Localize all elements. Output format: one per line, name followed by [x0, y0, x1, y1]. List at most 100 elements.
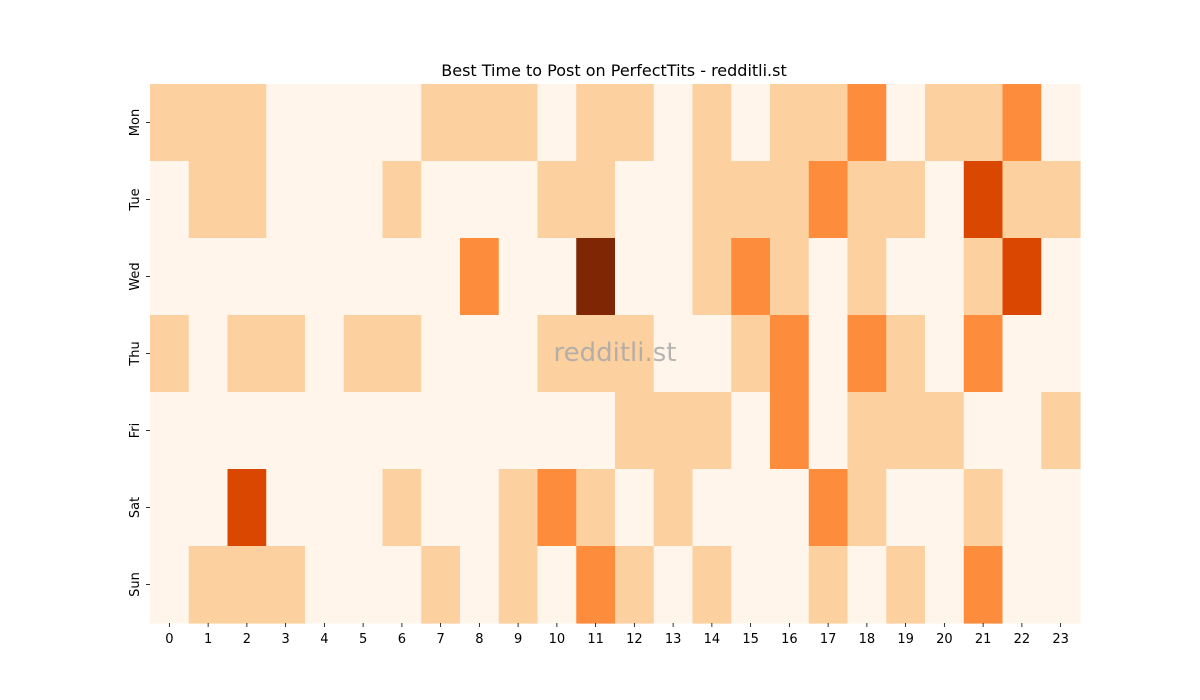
- x-tick-label: 1: [204, 632, 212, 647]
- heatmap-cell-fri-3: [266, 392, 306, 470]
- heatmap-cell-mon-20: [925, 84, 965, 162]
- heatmap-cell-sat-16: [770, 469, 810, 547]
- heatmap-cell-sun-5: [343, 546, 384, 624]
- y-tick-label: Tue: [128, 188, 143, 211]
- y-tick-label: Thu: [128, 341, 143, 366]
- heatmap-cell-mon-17: [808, 84, 849, 162]
- heatmap-cell-thu-9: [498, 315, 539, 393]
- heatmap-cell-tue-9: [498, 161, 539, 239]
- heatmap-cell-thu-15: [731, 315, 771, 393]
- heatmap-cell-thu-13: [653, 315, 694, 393]
- y-tick-label: Fri: [128, 423, 143, 439]
- heatmap-cell-sat-23: [1041, 469, 1081, 547]
- heatmap-cell-mon-18: [847, 84, 887, 162]
- heatmap-cell-sun-11: [576, 546, 616, 624]
- heatmap-cell-sun-17: [808, 546, 849, 624]
- heatmap-cell-wed-8: [460, 238, 500, 316]
- heatmap-cell-mon-4: [305, 84, 345, 162]
- x-tick-label: 0: [165, 632, 173, 647]
- heatmap-cell-mon-7: [421, 84, 461, 162]
- x-tick-label: 18: [859, 632, 876, 647]
- heatmap-cell-thu-19: [886, 315, 926, 393]
- heatmap-cell-thu-22: [1002, 315, 1042, 393]
- heatmap-cell-mon-16: [770, 84, 810, 162]
- heatmap-cell-sat-15: [731, 469, 771, 547]
- x-tick-label: 19: [897, 632, 914, 647]
- heatmap-cell-sun-9: [498, 546, 539, 624]
- heatmap-cell-sat-3: [266, 469, 306, 547]
- x-tick-label: 17: [820, 632, 837, 647]
- heatmap-cell-tue-0: [150, 161, 190, 239]
- heatmap-cell-fri-16: [770, 392, 810, 470]
- heatmap-cell-sat-10: [537, 469, 577, 547]
- heatmap-cell-sun-15: [731, 546, 771, 624]
- heatmap-cell-wed-18: [847, 238, 887, 316]
- heatmap-cell-fri-6: [382, 392, 422, 470]
- heatmap-cell-mon-3: [266, 84, 306, 162]
- heatmap-cell-thu-17: [808, 315, 849, 393]
- x-tick-label: 23: [1052, 632, 1069, 647]
- x-tick-label: 21: [975, 632, 992, 647]
- heatmap-cell-fri-23: [1041, 392, 1081, 470]
- heatmap-cell-sat-2: [227, 469, 267, 547]
- heatmap-cell-fri-7: [421, 392, 461, 470]
- heatmap-cell-thu-7: [421, 315, 461, 393]
- heatmap-cell-sun-22: [1002, 546, 1042, 624]
- heatmap-cell-fri-8: [460, 392, 500, 470]
- heatmap-cell-tue-4: [305, 161, 345, 239]
- heatmap-cell-tue-16: [770, 161, 810, 239]
- heatmap-cells: [150, 84, 1081, 624]
- heatmap-cell-mon-15: [731, 84, 771, 162]
- heatmap-cell-sat-19: [886, 469, 926, 547]
- heatmap-cell-tue-19: [886, 161, 926, 239]
- heatmap-cell-thu-0: [150, 315, 190, 393]
- x-tick-label: 6: [398, 632, 406, 647]
- heatmap-cell-mon-11: [576, 84, 616, 162]
- heatmap-cell-wed-12: [615, 238, 655, 316]
- heatmap-cell-sat-9: [498, 469, 539, 547]
- heatmap-cell-sat-13: [653, 469, 694, 547]
- heatmap-cell-wed-7: [421, 238, 461, 316]
- x-tick-label: 9: [514, 632, 522, 647]
- heatmap-cell-wed-3: [266, 238, 306, 316]
- heatmap-cell-tue-8: [460, 161, 500, 239]
- x-tick-label: 3: [281, 632, 289, 647]
- x-tick-label: 8: [475, 632, 483, 647]
- heatmap-cell-fri-18: [847, 392, 887, 470]
- heatmap-cell-wed-20: [925, 238, 965, 316]
- y-axis: Mon Tue Wed Thu Fri Sat Sun: [128, 109, 150, 597]
- heatmap-cell-wed-23: [1041, 238, 1081, 316]
- heatmap-cell-thu-2: [227, 315, 267, 393]
- heatmap-cell-mon-10: [537, 84, 577, 162]
- chart-title: Best Time to Post on PerfectTits - reddi…: [441, 61, 787, 80]
- heatmap-cell-mon-5: [343, 84, 384, 162]
- heatmap-cell-mon-6: [382, 84, 422, 162]
- heatmap-cell-sun-23: [1041, 546, 1081, 624]
- heatmap-cell-sun-19: [886, 546, 926, 624]
- heatmap-cell-tue-13: [653, 161, 694, 239]
- heatmap-cell-sat-12: [615, 469, 655, 547]
- heatmap-cell-tue-20: [925, 161, 965, 239]
- x-tick-label: 20: [936, 632, 953, 647]
- heatmap-cell-tue-17: [808, 161, 849, 239]
- heatmap-cell-fri-1: [188, 392, 229, 470]
- heatmap-cell-sun-12: [615, 546, 655, 624]
- heatmap-cell-wed-10: [537, 238, 577, 316]
- heatmap-cell-thu-23: [1041, 315, 1081, 393]
- heatmap-cell-tue-21: [963, 161, 1004, 239]
- heatmap-cell-sat-6: [382, 469, 422, 547]
- heatmap-cell-sun-4: [305, 546, 345, 624]
- heatmap-cell-sat-18: [847, 469, 887, 547]
- heatmap-cell-fri-15: [731, 392, 771, 470]
- heatmap-cell-thu-12: [615, 315, 655, 393]
- heatmap-cell-sat-14: [692, 469, 732, 547]
- heatmap-cell-tue-1: [188, 161, 229, 239]
- heatmap-cell-wed-21: [963, 238, 1004, 316]
- x-tick-label: 4: [320, 632, 328, 647]
- y-tick-label: Sun: [128, 572, 143, 597]
- heatmap-cell-thu-8: [460, 315, 500, 393]
- heatmap-cell-wed-16: [770, 238, 810, 316]
- heatmap-cell-mon-14: [692, 84, 732, 162]
- heatmap-cell-tue-18: [847, 161, 887, 239]
